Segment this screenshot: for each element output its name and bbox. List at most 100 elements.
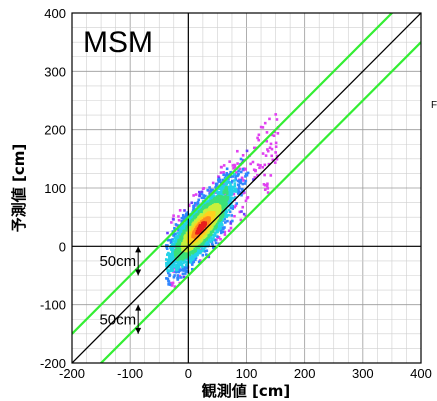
density-point [225,187,228,191]
density-point [198,190,201,194]
density-point [245,149,249,153]
density-point [177,259,181,262]
density-point [193,201,197,205]
density-point [236,149,239,153]
density-point [176,258,179,262]
density-point [174,232,177,236]
density-point [272,134,276,138]
density-point [232,172,236,176]
y-tick-label: 300 [44,64,66,79]
density-point [241,182,245,186]
density-point [213,231,217,235]
density-point [274,145,278,149]
density-point [210,242,214,245]
density-point [228,160,231,163]
density-point [229,226,233,230]
x-tick-label: 0 [185,366,192,381]
y-tick-label: 200 [44,123,66,138]
density-point [189,215,192,218]
density-point [200,190,204,194]
density-point [275,118,279,121]
density-point [254,169,257,172]
density-point [261,165,265,169]
density-point [187,242,191,246]
density-point [214,183,218,187]
density-point [194,248,198,252]
density-point [169,281,173,285]
density-point [227,177,230,181]
density-point [178,248,182,252]
density-point [225,182,229,186]
density-point [241,154,245,157]
density-point [209,240,213,243]
density-point [208,186,211,189]
density-point [185,227,188,230]
density-point [264,154,268,157]
density-point [222,187,225,191]
density-point [216,235,219,238]
density-point [217,180,221,183]
density-point [184,270,188,273]
edge-label: F [431,100,437,111]
density-point [232,167,235,170]
density-point [223,205,227,208]
density-point [173,285,177,288]
density-point [202,194,205,197]
density-point [229,206,233,210]
density-point [223,221,227,224]
y-axis-label: 予測値 [cm] [10,144,28,232]
density-point [175,255,179,259]
density-point [186,254,190,257]
density-point [234,196,237,200]
density-point [178,274,182,278]
density-point [171,269,174,272]
density-point [182,216,186,220]
density-point [165,245,168,249]
density-point [165,267,169,270]
density-point [202,196,206,200]
density-point [182,275,186,279]
density-point [208,206,211,210]
density-point [249,162,252,166]
density-point [200,192,204,196]
density-point [166,269,169,273]
density-point [223,195,226,199]
density-point [225,172,229,175]
density-point [256,174,259,177]
density-point [256,163,260,167]
density-point [196,200,200,204]
density-point [198,194,201,198]
density-point [217,178,220,182]
density-point [200,205,203,209]
x-axis-label: 観測値 [cm] [202,382,290,400]
density-point [179,233,183,237]
density-point [218,221,222,224]
density-point [229,175,232,179]
density-point [239,157,243,161]
density-point [219,210,223,213]
density-point [182,269,186,272]
density-point [198,192,202,195]
density-point [227,185,230,189]
offset-line [99,41,421,363]
density-point [217,194,221,198]
density-point [184,215,187,219]
density-point [192,257,195,260]
density-point [181,267,185,270]
y-tick-label: 0 [59,239,66,254]
density-point [180,220,184,223]
density-point [205,253,208,256]
density-point [167,251,170,255]
density-point [231,204,235,208]
density-point [198,208,201,212]
density-point [222,191,226,195]
density-point [172,275,176,279]
density-point [170,265,174,269]
density-point [203,242,207,246]
density-point [258,166,261,170]
zero-axes [72,13,421,363]
density-point [179,261,182,265]
density-point [274,141,278,145]
density-point [192,252,196,255]
density-point [224,208,228,212]
